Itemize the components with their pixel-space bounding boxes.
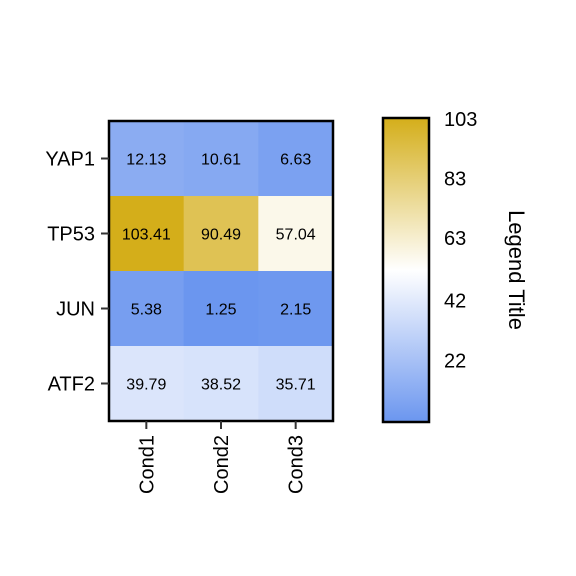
heatmap-cell xyxy=(258,346,334,422)
heatmap-cells: 12.13 10.61 6.63 103.41 90.49 57.04 5.38 1.25 2.… xyxy=(109,121,334,422)
heatmap-cell xyxy=(183,346,259,422)
cell-value-label: 1.25 xyxy=(205,302,236,319)
cell-value-label: 6.63 xyxy=(280,152,311,169)
column-label: Cond1 xyxy=(136,435,158,494)
heatmap-cell xyxy=(258,121,334,197)
row-label: JUN xyxy=(56,299,95,321)
row-label: YAP1 xyxy=(45,149,95,171)
heatmap-cell xyxy=(258,271,334,347)
cell-value-label: 57.04 xyxy=(276,227,316,244)
column-label: Cond2 xyxy=(211,435,233,494)
column-label: Cond3 xyxy=(286,435,308,494)
heatmap-cell xyxy=(183,196,259,272)
cell-value-label: 12.13 xyxy=(126,152,166,169)
heatmap-cell xyxy=(109,271,185,347)
cell-value-label: 10.61 xyxy=(201,152,241,169)
row-label: TP53 xyxy=(47,224,95,246)
heatmap-cell xyxy=(109,196,185,272)
heatmap-cell xyxy=(109,121,185,197)
legend-tick-label: 63 xyxy=(444,228,466,250)
heatmap-cell xyxy=(183,121,259,197)
legend-ticks: 103 83 63 42 22 xyxy=(444,109,477,372)
legend-tick-label: 42 xyxy=(444,291,466,313)
heatmap-cell xyxy=(258,196,334,272)
cell-value-label: 5.38 xyxy=(131,302,162,319)
column-axis: Cond1 Cond2 Cond3 xyxy=(136,421,308,494)
row-label: ATF2 xyxy=(48,374,95,396)
legend-tick-label: 83 xyxy=(444,169,466,191)
row-axis: YAP1 TP53 JUN ATF2 xyxy=(45,149,109,396)
cell-value-label: 103.41 xyxy=(122,227,171,244)
heatmap-cell xyxy=(109,346,185,422)
cell-value-label: 90.49 xyxy=(201,227,241,244)
cell-value-label: 35.71 xyxy=(276,377,316,394)
legend-colorbar xyxy=(381,116,431,424)
legend-title: Legend Title xyxy=(504,210,529,330)
cell-value-label: 38.52 xyxy=(201,377,241,394)
cell-value-label: 39.79 xyxy=(126,377,166,394)
legend-tick-label: 22 xyxy=(444,350,466,372)
legend-tick-label: 103 xyxy=(444,109,477,131)
cell-value-label: 2.15 xyxy=(280,302,311,319)
heatmap-cell xyxy=(183,271,259,347)
